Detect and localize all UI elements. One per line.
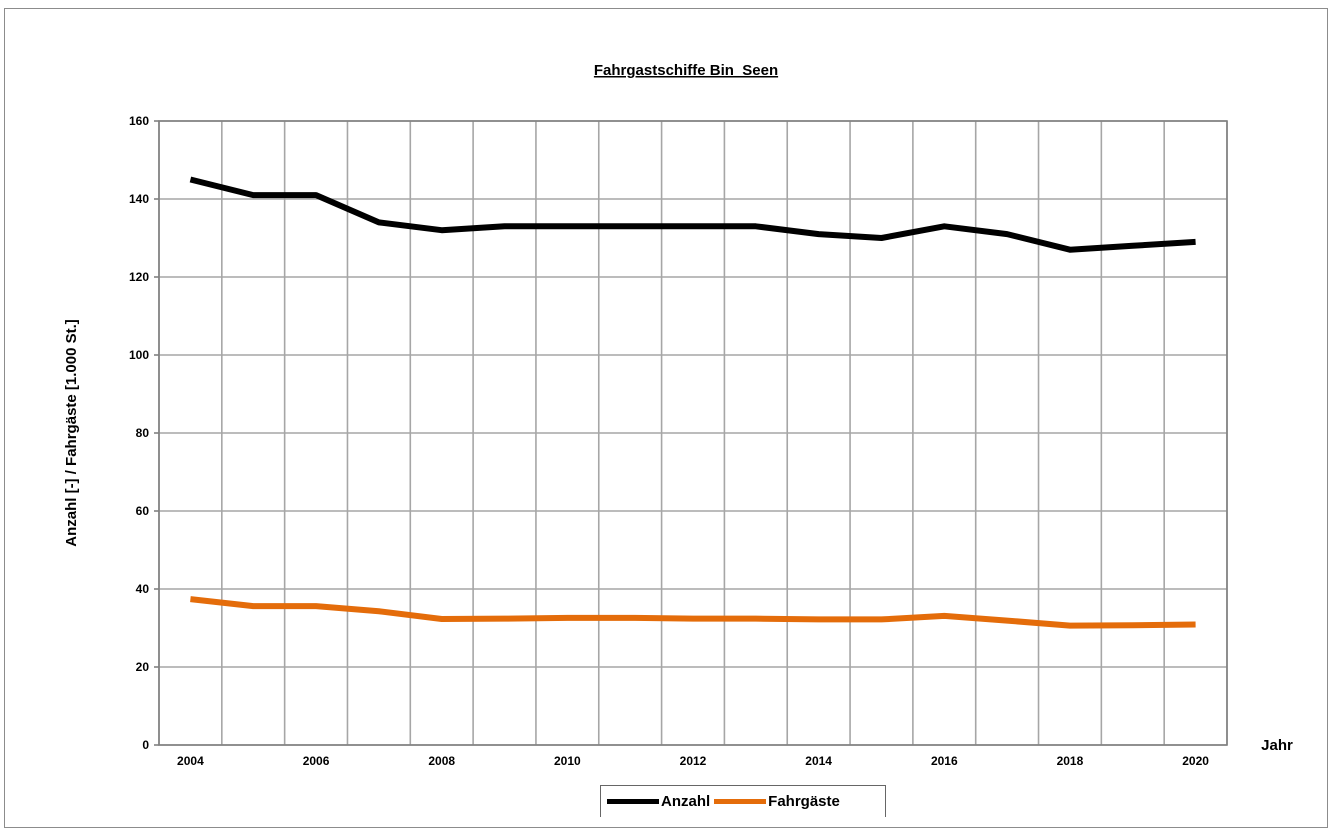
y-tick-label: 140	[129, 192, 149, 206]
x-tick-label: 2020	[1182, 754, 1209, 768]
legend-label-anzahl: Anzahl	[661, 793, 711, 810]
chart-grid	[158, 120, 1228, 746]
x-tick-label: 2016	[931, 754, 958, 768]
series-line-anzahl	[189, 176, 1196, 253]
x-tick-label: 2014	[805, 754, 832, 768]
x-axis-label: Jahr	[1261, 737, 1293, 754]
y-tick-label: 0	[142, 738, 149, 752]
y-tick-label: 20	[136, 660, 150, 674]
chart-frame	[4, 8, 1328, 828]
y-tick-label: 40	[136, 582, 150, 596]
x-tick-label: 2006	[303, 754, 330, 768]
y-axis-ticks: 0 20 40 60 80 100 120 140 160	[129, 114, 159, 752]
chart-title: Fahrgastschiffe Bin_Seen	[594, 62, 778, 79]
x-tick-label: 2018	[1057, 754, 1084, 768]
chart-legend: Anzahl Fahrgäste	[600, 785, 886, 817]
legend-swatch-fahrgaeste	[714, 799, 767, 804]
y-tick-label: 80	[136, 426, 150, 440]
x-tick-label: 2010	[554, 754, 581, 768]
x-tick-label: 2004	[177, 754, 204, 768]
legend-label-fahrgaeste: Fahrgäste	[768, 793, 840, 810]
series-line-fahrgaeste	[190, 596, 1196, 629]
legend-swatch-anzahl	[607, 799, 659, 804]
x-tick-label: 2008	[428, 754, 455, 768]
y-axis-label: Anzahl [-] / Fahrgäste [1.000 St.]	[63, 319, 80, 547]
legend-item-fahrgaeste: Fahrgäste	[714, 793, 840, 810]
y-tick-label: 60	[136, 504, 150, 518]
legend-item-anzahl: Anzahl	[607, 793, 710, 810]
y-tick-label: 120	[129, 270, 149, 284]
x-tick-label: 2012	[680, 754, 707, 768]
x-axis-ticks: 2004 2006 2008 2010 2012 2014 2016 2018 2020	[177, 754, 1209, 768]
y-tick-label: 160	[129, 114, 149, 128]
y-tick-label: 100	[129, 348, 149, 362]
series-layer	[189, 176, 1196, 629]
